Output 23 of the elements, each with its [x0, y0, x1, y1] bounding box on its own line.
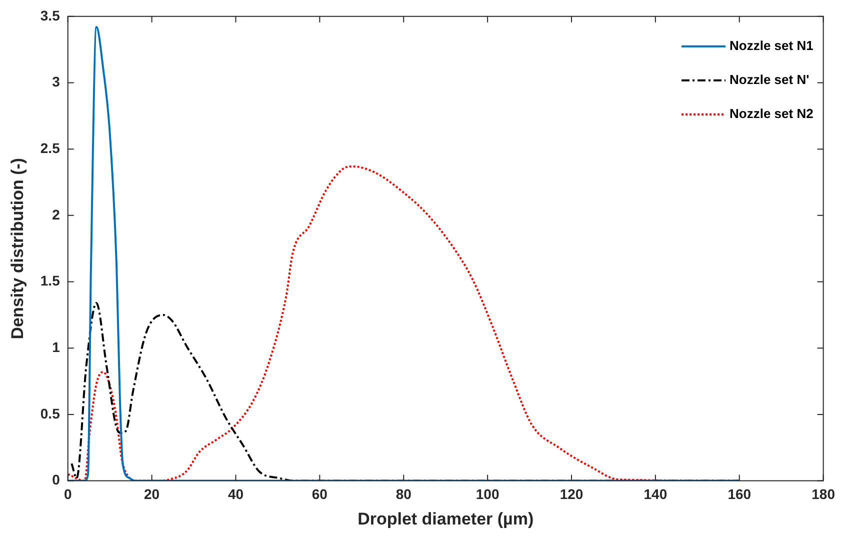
x-tick-label: 40 — [228, 486, 244, 502]
x-tick-label: 180 — [812, 486, 836, 502]
y-axis-title: Density distribution (-) — [8, 158, 27, 340]
x-tick-label: 100 — [476, 486, 500, 502]
x-tick-label: 20 — [144, 486, 160, 502]
y-tick-label: 3 — [52, 74, 60, 90]
y-tick-label: 1.5 — [40, 272, 60, 289]
x-tick-label: 60 — [312, 486, 328, 502]
y-tick-label: 3.5 — [40, 7, 60, 24]
legend-label: Nozzle set N1 — [730, 38, 814, 53]
x-axis-title: Droplet diameter (µm) — [358, 509, 534, 528]
x-tick-label: 120 — [560, 486, 584, 502]
legend-label: Nozzle set N2 — [730, 106, 814, 121]
x-tick-label: 0 — [64, 486, 72, 502]
y-tick-label: 2 — [52, 206, 60, 222]
y-tick-label: 0.5 — [40, 405, 60, 422]
y-tick-label: 1 — [52, 338, 60, 355]
y-tick-label: 2.5 — [40, 140, 60, 156]
y-tick-label: 0 — [52, 472, 60, 488]
legend-label: Nozzle set N' — [730, 72, 810, 87]
x-tick-label: 160 — [728, 486, 752, 502]
x-tick-label: 140 — [644, 486, 668, 502]
x-tick-label: 80 — [396, 486, 412, 502]
